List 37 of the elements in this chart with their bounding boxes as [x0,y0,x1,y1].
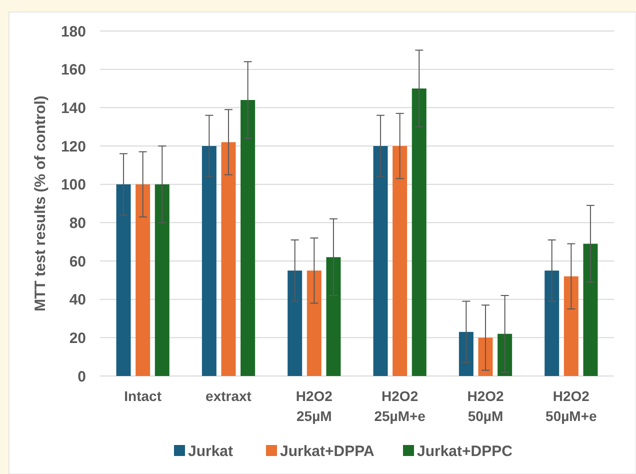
bar [498,334,512,376]
bar [202,146,216,376]
y-tick-label: 140 [60,100,86,117]
y-tick-label: 120 [60,138,86,156]
bar [154,184,170,376]
bar [564,276,578,376]
bar [288,270,302,376]
bar [373,146,388,376]
y-tick-label: 160 [60,62,86,79]
y-tick-label: 60 [69,253,86,270]
bar [412,88,426,376]
x-tick-label: extraxt [206,388,252,404]
x-tick-label: H2O2 50µM+e [546,388,598,424]
bar [392,146,408,376]
y-tick-label: 40 [69,292,86,309]
bar [326,257,341,376]
bar [116,184,131,376]
x-tick-label: Intact [124,388,162,404]
x-tick-label: H2O2 25µM+e [374,388,426,424]
legend-label: Jurkat+DPPC [417,443,513,460]
y-axis-title: MTT test results (% of control) [32,96,49,312]
y-tick-label: 0 [78,368,86,386]
bar [458,332,474,376]
y-tick-label: 180 [60,23,86,40]
y-tick-label: 20 [69,330,86,347]
x-tick-label: H2O2 25µM [296,388,333,424]
bar [221,142,236,376]
y-tick-label: 100 [60,176,86,194]
bar [240,100,256,376]
bar [306,270,322,376]
bar [583,244,598,376]
bar [544,270,560,376]
legend-label: Jurkat [188,443,234,460]
bar [136,184,150,376]
y-tick-label: 80 [69,214,86,232]
legend-label: Jurkat+DPPA [280,443,375,460]
x-tick-label: H2O2 50µM [467,388,504,424]
